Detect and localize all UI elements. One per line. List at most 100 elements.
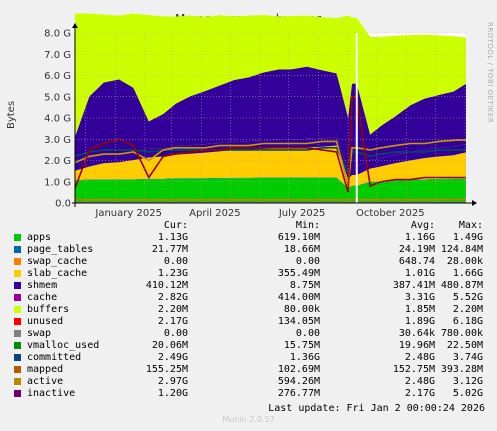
legend-avg: 2.48G [404, 352, 435, 363]
legend-cur: 0.00 [163, 328, 188, 339]
legend-max: 780.00k [440, 328, 483, 339]
header-min: Min: [295, 220, 320, 231]
y-tick-label: 6.0 G [44, 71, 71, 82]
legend-label: swap [27, 328, 52, 339]
legend-min: 355.49M [277, 268, 320, 279]
legend-label: active [27, 376, 64, 387]
y-tick-label: 4.0 G [44, 114, 71, 125]
legend-swatch [14, 270, 21, 277]
legend-row-swap: swap 0.00 0.00 30.64k 780.00k [0, 328, 497, 340]
legend-min: 134.05M [277, 316, 320, 327]
x-tick-label: April 2025 [189, 208, 240, 219]
chart: Memory usage - by year Bytes 0.01.0 G2.0… [6, 12, 477, 219]
legend-row-unused: unused 2.17G 134.05M 1.89G 6.18G [0, 316, 497, 328]
legend-max: 5.02G [452, 388, 483, 399]
y-tick-label: 2.0 G [44, 156, 71, 167]
legend-max: 3.12G [452, 376, 483, 387]
legend-avg: 2.17G [404, 388, 435, 399]
legend-label: mapped [27, 364, 64, 375]
legend-max: 28.00k [446, 256, 483, 267]
legend-avg: 19.96M [398, 340, 435, 351]
legend-max: 5.52G [452, 292, 483, 303]
legend-swatch [14, 306, 21, 313]
legend-max: 2.20M [452, 304, 483, 315]
legend-cur: 2.20M [157, 304, 188, 315]
legend-avg: 30.64k [398, 328, 435, 339]
legend-row-shmem: shmem 410.12M 8.75M 387.41M 480.87M [0, 280, 497, 292]
legend-avg: 1.85M [404, 304, 435, 315]
x-tick-label: July 2025 [278, 208, 326, 219]
rrdtool-credit: RRDTOOL / TOBI OETIKER [486, 22, 494, 124]
legend-cur: 410.12M [145, 280, 188, 291]
legend-min: 619.10M [277, 232, 320, 243]
y-tick-label: 1.0 G [44, 177, 71, 188]
legend-row-apps: apps 1.13G 619.10M 1.16G 1.49G [0, 232, 497, 244]
legend-min: 80.00k [283, 304, 320, 315]
y-tick-label: 5.0 G [44, 92, 71, 103]
legend-max: 480.87M [440, 280, 483, 291]
legend-min: 102.69M [277, 364, 320, 375]
legend-swatch [14, 318, 21, 325]
legend-label: unused [27, 316, 64, 327]
legend-avg: 152.75M [392, 364, 435, 375]
legend-avg: 24.19M [398, 244, 435, 255]
legend-label: inactive [27, 388, 76, 399]
legend-row-committed: committed 2.49G 1.36G 2.48G 3.74G [0, 352, 497, 364]
legend-label: cache [27, 292, 58, 303]
legend-row-inactive: inactive 1.20G 276.77M 2.17G 5.02G [0, 388, 497, 400]
legend-row-slab_cache: slab_cache 1.23G 355.49M 1.01G 1.66G [0, 268, 497, 280]
legend-row-mapped: mapped 155.25M 102.69M 152.75M 393.28M [0, 364, 497, 376]
series-cache [75, 66, 466, 171]
legend-max: 3.74G [452, 352, 483, 363]
x-tick-label: October 2025 [356, 208, 425, 219]
legend-label: slab_cache [27, 268, 88, 279]
legend-label: apps [27, 232, 52, 243]
legend-swatch [14, 282, 21, 289]
legend-avg: 2.48G [404, 376, 435, 387]
legend-header: Cur: Min: Avg: Max: [0, 220, 497, 232]
legend-min: 1.36G [289, 352, 320, 363]
legend-cur: 1.20G [157, 388, 188, 399]
header-max: Max: [458, 220, 483, 231]
legend-swatch [14, 390, 21, 397]
header-cur: Cur: [163, 220, 188, 231]
legend-swatch [14, 354, 21, 361]
legend-swatch [14, 246, 21, 253]
legend-max: 1.49G [452, 232, 483, 243]
legend-swatch [14, 330, 21, 337]
legend-swatch [14, 234, 21, 241]
legend-swatch [14, 366, 21, 373]
legend-swatch [14, 378, 21, 385]
legend-cur: 21.77M [151, 244, 188, 255]
legend-avg: 1.89G [404, 316, 435, 327]
legend-swatch [14, 294, 21, 301]
series-inactive [74, 96, 466, 193]
legend-cur: 0.00 [163, 256, 188, 267]
legend-row-swap_cache: swap_cache 0.00 0.00 648.74 28.00k [0, 256, 497, 268]
y-tick-label: 7.0 G [44, 50, 71, 61]
legend-row-vmalloc_used: vmalloc_used 20.06M 15.75M 19.96M 22.50M [0, 340, 497, 352]
legend: Cur: Min: Avg: Max: apps 1.13G 619.10M 1.16… [0, 220, 497, 400]
legend-max: 393.28M [440, 364, 483, 375]
munin-version: Munin 2.0.57 [222, 415, 275, 424]
legend-cur: 155.25M [145, 364, 188, 375]
series-active [74, 139, 467, 187]
legend-row-page_tables: page_tables 21.77M 18.66M 24.19M 124.84M [0, 244, 497, 256]
legend-min: 414.00M [277, 292, 320, 303]
legend-label: page_tables [27, 244, 94, 255]
legend-avg: 3.31G [404, 292, 435, 303]
legend-label: shmem [27, 280, 58, 291]
legend-min: 15.75M [283, 340, 320, 351]
legend-cur: 2.49G [157, 352, 188, 363]
legend-cur: 1.23G [157, 268, 188, 279]
series-committed [74, 147, 467, 176]
x-tick-label: January 2025 [94, 208, 162, 219]
legend-cur: 1.13G [157, 232, 188, 243]
y-axis-arrow [72, 23, 78, 28]
series-unused [75, 13, 466, 137]
legend-cur: 20.06M [151, 340, 188, 351]
legend-min: 0.00 [295, 256, 320, 267]
y-tick-label: 8.0 G [44, 29, 71, 40]
legend-cur: 2.17G [157, 316, 188, 327]
y-axis-label: Bytes [6, 101, 17, 129]
